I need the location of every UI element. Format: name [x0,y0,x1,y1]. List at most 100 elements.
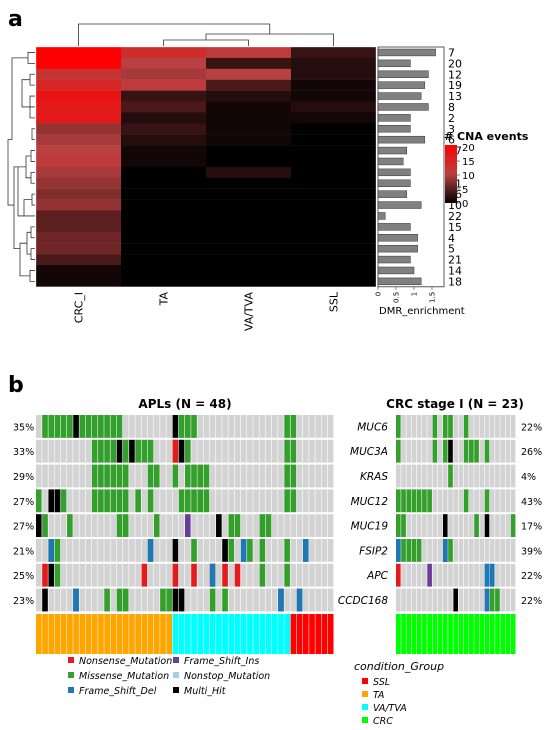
mutation-cell [327,563,334,587]
mutation-cell [166,415,172,438]
condition-cell [290,614,297,654]
mutation-cell [54,588,61,612]
gene-label: MUC3A [350,446,388,458]
mutation-cell [469,464,474,488]
heatmap-cell [291,177,376,189]
mutation-cell [42,439,48,463]
mutation-cell [500,415,505,438]
mutation-legend-label: Frame_Shift_Del [79,686,157,697]
mutation-cell [48,464,55,488]
mutation-cell-hit [129,439,135,463]
mutation-cell [427,464,432,488]
mutation-cell [216,489,222,513]
chromosome-label: 14 [448,264,462,277]
condition-cell [153,614,160,654]
apl-percent-label: 21% [13,546,34,557]
apl-percent-label: 23% [13,596,34,607]
condition-legend-swatch [362,691,368,697]
crc-percent-label: 39% [521,546,542,557]
mutation-cell-hit [396,439,401,463]
mutation-cell-hit [116,439,123,463]
condition-cell [48,614,55,654]
mutation-cell [296,464,303,488]
mutation-cell [296,539,303,562]
condition-cell [271,614,278,654]
apl-title: APLs (N = 48) [138,397,231,411]
mutation-cell-hit [228,514,235,537]
mutation-cell [302,439,309,463]
mutation-cell [36,563,42,587]
mutation-cell-hit [116,415,123,438]
heatmap-cell [36,101,121,113]
mutation-cell-hit [98,489,104,513]
mutation-cell [36,464,42,488]
mutation-cell-hit [42,588,48,612]
mutation-cell [437,563,443,587]
mutation-cell [309,464,315,488]
mutation-cell [278,563,284,587]
heatmap-cell [36,145,121,157]
mutation-cell-hit [153,514,160,537]
mutation-cell [91,514,98,537]
mutation-cell [216,464,222,488]
mutation-cell-hit [448,539,453,562]
mutation-cell-hit [172,464,179,488]
gene-labels: MUC6 MUC3A KRAS MUC12 MUC19 FSIP2 APC CCDC168 [338,421,389,607]
dmr-bar [377,223,411,231]
mutation-cell-hit [104,464,110,488]
mutation-cell [85,563,92,587]
condition-cell [135,614,142,654]
mutation-cell-hit [228,539,235,562]
mutation-cell-hit [91,489,98,513]
mutation-cell [309,588,315,612]
mutation-cell [500,489,505,513]
mutation-cell [98,514,104,537]
group-label: CRC_I [73,292,86,323]
mutation-cell [160,539,166,562]
mutation-cell [48,439,55,463]
mutation-cell [271,563,278,587]
mutation-cell [422,415,427,438]
mutation-cell [296,415,303,438]
chromosome-label: 6 [448,134,455,147]
chromosome-label: 18 [448,275,462,288]
heatmap-cell [36,57,121,69]
mutation-cell-hit [222,588,228,612]
mutation-cell [67,563,73,587]
heatmap-cell [206,265,291,277]
mutation-cell-hit [42,514,48,537]
dendrogram-branch [26,231,31,255]
mutation-cell [271,514,278,537]
mutation-cell-hit [91,464,98,488]
mutation-cell [234,415,241,438]
crc-percent-label: 26% [521,447,542,458]
mutation-cell [437,514,443,537]
dmr-axis-title: DMR_enrichment [379,306,465,317]
heatmap-cell [206,112,291,124]
mutation-cell [422,439,427,463]
mutation-cell [129,588,135,612]
mutation-cell [505,415,511,438]
mutation-cell-hit [98,415,104,438]
heatmap-cell [121,90,206,102]
mutation-cell [216,563,222,587]
mutation-cell-hit [209,563,216,587]
mutation-cell [73,489,79,513]
mutation-cell [278,464,284,488]
mutation-cell [265,539,272,562]
mutation-cell [271,464,278,488]
condition-cell [191,614,197,654]
heatmap-cell [121,145,206,157]
mutation-cell [240,563,247,587]
condition-cell [484,614,490,654]
dendrogram-branch [30,171,35,184]
heatmap-cell [121,166,206,178]
mutation-cell [321,514,328,537]
mutation-cell-hit [172,539,179,562]
mutation-cell-hit [284,539,290,562]
condition-cell [284,614,291,654]
dendrogram-branch [25,155,31,179]
condition-cell [411,614,417,654]
heatmap-cell [291,112,376,124]
mutation-cell [166,539,172,562]
